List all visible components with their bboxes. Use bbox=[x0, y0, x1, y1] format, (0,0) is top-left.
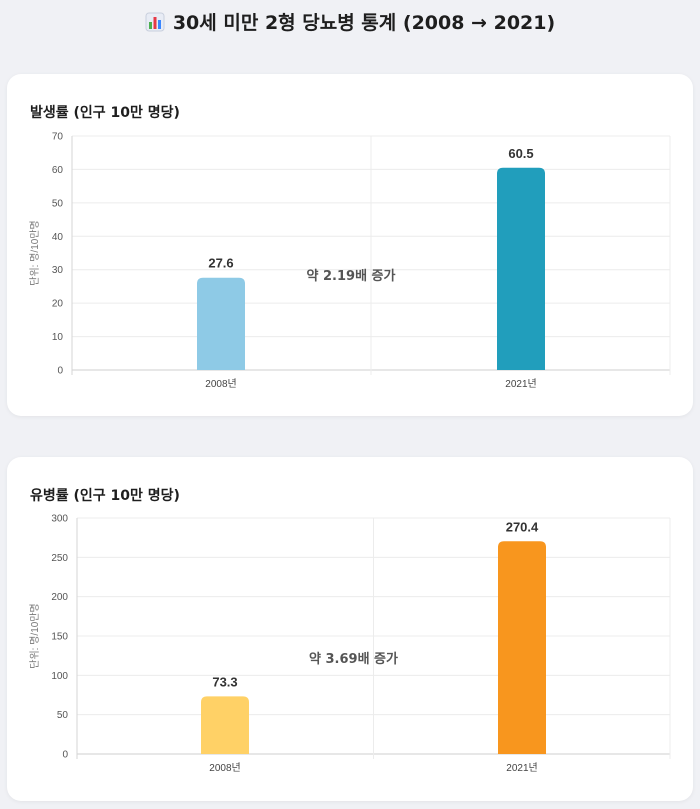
y-axis-unit-label: 단위: 명/10만명 bbox=[28, 603, 41, 668]
page-title-text: 30세 미만 2형 당뇨병 통계 (2008 → 2021) bbox=[172, 12, 556, 34]
bar-value-label: 60.5 bbox=[508, 146, 533, 161]
incidence-bar-chart: 0 10 20 30 40 50 60 70 단위: 명/10만명 27.6 2008년 60.5 20… bbox=[28, 132, 671, 390]
bar-chart-icon bbox=[145, 12, 165, 31]
page-title: 30세 미만 2형 당뇨병 통계 (2008 → 2021) bbox=[0, 8, 700, 35]
x-tick-label: 2008년 bbox=[209, 762, 240, 774]
y-tick-label: 30 bbox=[52, 265, 64, 276]
x-tick-label: 2008년 bbox=[205, 378, 236, 390]
growth-annotation: 약 3.69배 증가 bbox=[309, 651, 398, 667]
incidence-chart-title: 발생률 (인구 10만 명당) bbox=[30, 105, 180, 121]
y-tick-label: 100 bbox=[51, 671, 68, 682]
y-tick-label: 60 bbox=[52, 165, 64, 176]
y-axis-unit-label: 단위: 명/10만명 bbox=[28, 220, 41, 285]
bar bbox=[197, 277, 245, 370]
y-tick-label: 0 bbox=[62, 750, 68, 761]
bar-value-label: 73.3 bbox=[212, 674, 237, 689]
bar-value-label: 27.6 bbox=[208, 256, 233, 271]
incidence-chart-card: 발생률 (인구 10만 명당) 0 10 20 30 40 50 60 70 단위: 명/10만… bbox=[7, 74, 693, 416]
x-tick-label: 2021년 bbox=[505, 378, 536, 390]
prevalence-chart-title: 유병률 (인구 10만 명당) bbox=[30, 488, 180, 504]
y-tick-label: 0 bbox=[57, 366, 63, 377]
y-tick-label: 40 bbox=[52, 232, 64, 243]
y-tick-label: 300 bbox=[51, 514, 68, 525]
y-tick-label: 70 bbox=[52, 132, 64, 143]
y-tick-label: 200 bbox=[51, 592, 68, 603]
x-tick-label: 2021년 bbox=[506, 762, 537, 774]
y-tick-label: 150 bbox=[51, 632, 68, 643]
growth-annotation: 약 2.19배 증가 bbox=[307, 268, 396, 284]
y-tick-label: 50 bbox=[57, 710, 69, 721]
bar bbox=[497, 167, 545, 370]
bar bbox=[201, 696, 249, 754]
prevalence-bar-chart: 0 50 100 150 200 250 300 단위: 명/10만명 73.3 2008년 270… bbox=[28, 514, 671, 774]
y-tick-label: 10 bbox=[52, 332, 64, 343]
prevalence-chart-card: 유병률 (인구 10만 명당) 0 50 100 150 200 250 300 단위: 명/… bbox=[7, 457, 693, 801]
y-tick-label: 50 bbox=[52, 198, 64, 209]
bar-value-label: 270.4 bbox=[506, 519, 539, 534]
y-tick-label: 20 bbox=[52, 299, 64, 310]
y-tick-label: 250 bbox=[51, 553, 68, 564]
bar bbox=[498, 541, 546, 754]
